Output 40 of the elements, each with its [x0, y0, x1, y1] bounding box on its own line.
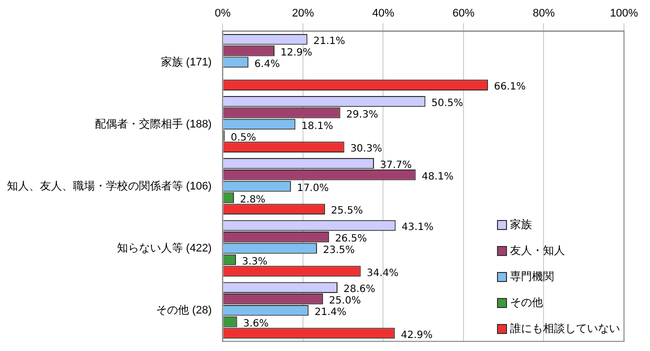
data-label: 3.6%	[243, 318, 269, 330]
data-label: 23.5%	[323, 244, 355, 256]
data-label: 6.4%	[254, 58, 280, 70]
data-label: 29.3%	[346, 109, 378, 120]
x-tick-label: 60%	[452, 8, 475, 20]
data-label: 0.5%	[230, 132, 256, 144]
data-label: 18.1%	[301, 120, 334, 132]
data-label: 30.3%	[350, 144, 382, 155]
data-label: 26.5%	[335, 234, 367, 245]
y-tick-label: その他 (28)	[156, 304, 212, 316]
data-label: 17.0%	[296, 182, 329, 194]
data-label: 21.1%	[313, 36, 346, 47]
data-label: 66.1%	[494, 82, 526, 93]
x-tick-label: 20%	[292, 8, 314, 20]
x-tick-label: 100%	[610, 8, 638, 20]
data-label: 28.6%	[343, 284, 376, 296]
data-label: 3.3%	[242, 256, 268, 268]
data-label: 42.9%	[400, 330, 433, 341]
legend-label: その他	[510, 295, 543, 310]
legend-label: 家族	[510, 217, 532, 232]
legend-label: 専門機関	[510, 269, 554, 284]
data-label: 43.1%	[402, 222, 434, 234]
x-tick-label: 40%	[372, 8, 394, 20]
data-label: 48.1%	[422, 171, 454, 182]
y-tick-label: 配偶者・交際相手 (188)	[94, 117, 212, 130]
data-label: 37.7%	[380, 160, 412, 172]
data-label: 34.4%	[366, 268, 399, 279]
x-tick-label: 0%	[214, 8, 231, 20]
y-tick-label: 家族 (171)	[160, 55, 212, 68]
data-label: 21.4%	[314, 306, 346, 318]
data-label: 25.0%	[329, 296, 361, 307]
y-tick-label: 知人、友人、職場・学校の関係者等 (106)	[6, 179, 212, 192]
data-label: 25.5%	[331, 206, 363, 217]
legend-label: 友人・知人	[510, 243, 565, 258]
data-label: 12.9%	[280, 47, 312, 58]
data-label: 50.5%	[431, 98, 464, 110]
data-label: 2.8%	[240, 194, 266, 206]
y-tick-label: 知らない人等 (422)	[116, 242, 212, 254]
legend-label: 誰にも相談していない	[510, 321, 620, 336]
x-tick-label: 80%	[532, 8, 555, 20]
